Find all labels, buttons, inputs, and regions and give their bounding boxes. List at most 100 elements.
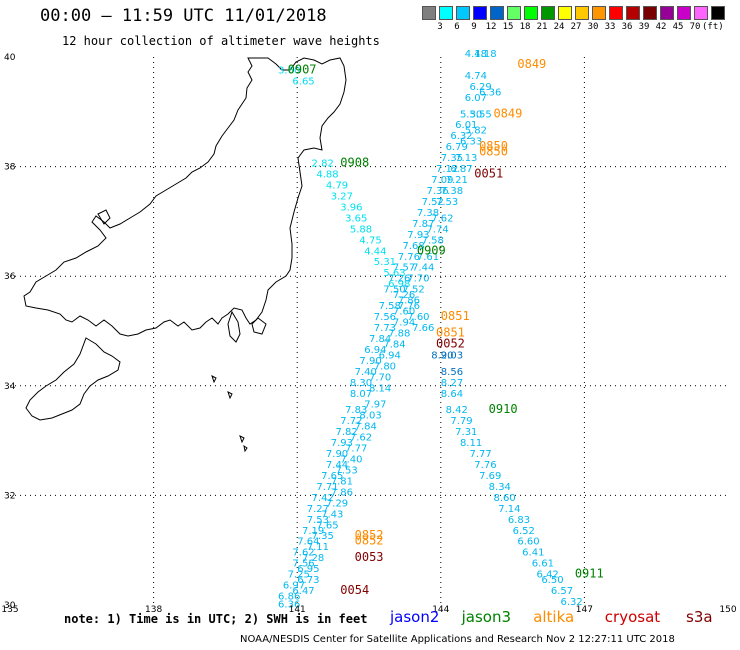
pass-time-label: 0911 bbox=[575, 567, 604, 581]
swh-value: 7.12 bbox=[436, 164, 458, 175]
scale-swatch bbox=[473, 6, 487, 20]
scale-swatch bbox=[439, 6, 453, 20]
izu-peninsula-coastline bbox=[227, 310, 241, 343]
swh-value: 7.11 bbox=[307, 542, 329, 553]
swh-value: 7.50 bbox=[383, 285, 405, 296]
scale-label: 30 bbox=[587, 22, 599, 32]
swh-value: 5.55 bbox=[470, 109, 492, 120]
pass-time-label: 0910 bbox=[489, 402, 518, 416]
swh-value: 2.82 bbox=[312, 159, 334, 170]
lat-tick-label: 34 bbox=[4, 382, 16, 392]
izu-islands bbox=[211, 375, 248, 453]
scale-label: 6 bbox=[454, 22, 460, 32]
swh-value: 7.58 bbox=[422, 235, 444, 246]
swh-value: 7.69 bbox=[479, 471, 501, 482]
scale-swatch bbox=[558, 6, 572, 20]
swh-value: 7.93 bbox=[331, 438, 353, 449]
swh-value: 6.61 bbox=[532, 559, 554, 570]
pass-time-label: 0850 bbox=[479, 139, 508, 153]
swh-value: 7.62 bbox=[350, 433, 372, 444]
satellite-jason3: jason3 bbox=[461, 608, 511, 626]
sado-island-coastline bbox=[97, 209, 111, 225]
swh-value: 7.25 bbox=[288, 570, 310, 581]
swh-value: 7.84 bbox=[355, 422, 377, 433]
honshu-coastline bbox=[23, 57, 347, 337]
pass-time-label: 0852 bbox=[355, 534, 384, 548]
swh-value: 7.58 bbox=[379, 301, 401, 312]
japan-coastline bbox=[23, 57, 347, 453]
scale-swatch bbox=[626, 6, 640, 20]
pass-time-label: 0054 bbox=[340, 583, 369, 597]
scale-label: 33 bbox=[604, 22, 616, 32]
scale-swatch bbox=[609, 6, 623, 20]
swh-value: 7.35 bbox=[312, 531, 334, 542]
lat-tick-label: 32 bbox=[4, 491, 15, 501]
scale-label: 24 bbox=[553, 22, 565, 32]
swh-value: 7.86 bbox=[398, 296, 420, 307]
swh-value: 7.19 bbox=[302, 526, 324, 537]
swh-value: 7.13 bbox=[455, 153, 477, 164]
boso-peninsula-coastline bbox=[251, 317, 267, 335]
credit-footer: NOAA/NESDIS Center for Satellite Applica… bbox=[240, 634, 675, 645]
swh-value: 7.62 bbox=[292, 548, 314, 559]
scale-swatch bbox=[422, 6, 436, 20]
swh-value: 8.60 bbox=[493, 493, 515, 504]
pass-time-label: 0051 bbox=[474, 167, 503, 181]
swh-value: 6.94 bbox=[379, 350, 401, 361]
swh-value: 7.21 bbox=[446, 175, 468, 186]
scale-label: 9 bbox=[471, 22, 477, 32]
swh-value: 7.65 bbox=[316, 520, 338, 531]
satellite-jason2: jason2 bbox=[390, 608, 440, 626]
scale-swatch bbox=[541, 6, 555, 20]
swh-value: 7.57 bbox=[393, 263, 415, 274]
swh-value: 7.61 bbox=[417, 252, 439, 263]
swh-value: 6.95 bbox=[297, 564, 319, 575]
pass-time-label: 0907 bbox=[288, 62, 317, 76]
swh-value: 6.42 bbox=[537, 570, 559, 581]
swh-value: 7.56 bbox=[374, 312, 396, 323]
scale-swatch bbox=[677, 6, 691, 20]
swh-value: 7.53 bbox=[307, 515, 329, 526]
swh-value: 6.32 bbox=[560, 597, 582, 608]
swh-value: 7.70 bbox=[407, 274, 429, 285]
swh-value: 7.79 bbox=[450, 416, 472, 427]
swh-value: 8.20 bbox=[431, 350, 453, 361]
pass-time-label: 0849 bbox=[517, 57, 546, 71]
pass-time-label: 0052 bbox=[436, 336, 465, 350]
scale-label: (ft) bbox=[702, 22, 724, 32]
swh-value: 7.84 bbox=[383, 339, 405, 350]
swh-value: 7.40 bbox=[340, 455, 362, 466]
swh-value: 8.42 bbox=[446, 405, 468, 416]
lon-tick-label: 135 bbox=[1, 605, 18, 615]
swh-value: 7.76 bbox=[474, 460, 496, 471]
scale-label: 18 bbox=[519, 22, 531, 32]
swh-value: 4.44 bbox=[364, 246, 386, 257]
scale-swatch bbox=[711, 6, 725, 20]
swh-value: 7.53 bbox=[436, 197, 458, 208]
swh-value: 7.43 bbox=[321, 509, 343, 520]
swh-value: 6.50 bbox=[541, 575, 563, 586]
scale-swatch bbox=[694, 6, 708, 20]
swh-value: 7.38 bbox=[441, 186, 463, 197]
map-subtitle: 12 hour collection of altimeter wave hei… bbox=[62, 34, 380, 48]
swh-value: 7.80 bbox=[374, 361, 396, 372]
pass-time-label: 0851 bbox=[441, 309, 470, 323]
swh-value: 7.83 bbox=[345, 405, 367, 416]
swh-value: 7.28 bbox=[302, 553, 324, 564]
lon-tick-label: 138 bbox=[145, 605, 162, 615]
swh-value: 7.36 bbox=[426, 186, 448, 197]
swh-value: 7.60 bbox=[407, 312, 429, 323]
swh-value: 6.36 bbox=[479, 87, 501, 98]
swh-value: 3.96 bbox=[340, 202, 362, 213]
swh-value: 8.14 bbox=[369, 383, 391, 394]
swh-value: 7.40 bbox=[355, 367, 377, 378]
swh-value: 5.31 bbox=[374, 257, 396, 268]
scale-label: 21 bbox=[536, 22, 548, 32]
swh-value: 6.07 bbox=[465, 93, 487, 104]
swh-value: 7.73 bbox=[374, 323, 396, 334]
swh-value: 6.57 bbox=[551, 586, 573, 597]
swh-value: 7.88 bbox=[388, 328, 410, 339]
swh-value: 8.11 bbox=[460, 438, 482, 449]
satellite-cryosat: cryosat bbox=[604, 608, 661, 626]
footnote: note: 1) Time is in UTC; 2) SWH is in fe… bbox=[64, 612, 368, 626]
